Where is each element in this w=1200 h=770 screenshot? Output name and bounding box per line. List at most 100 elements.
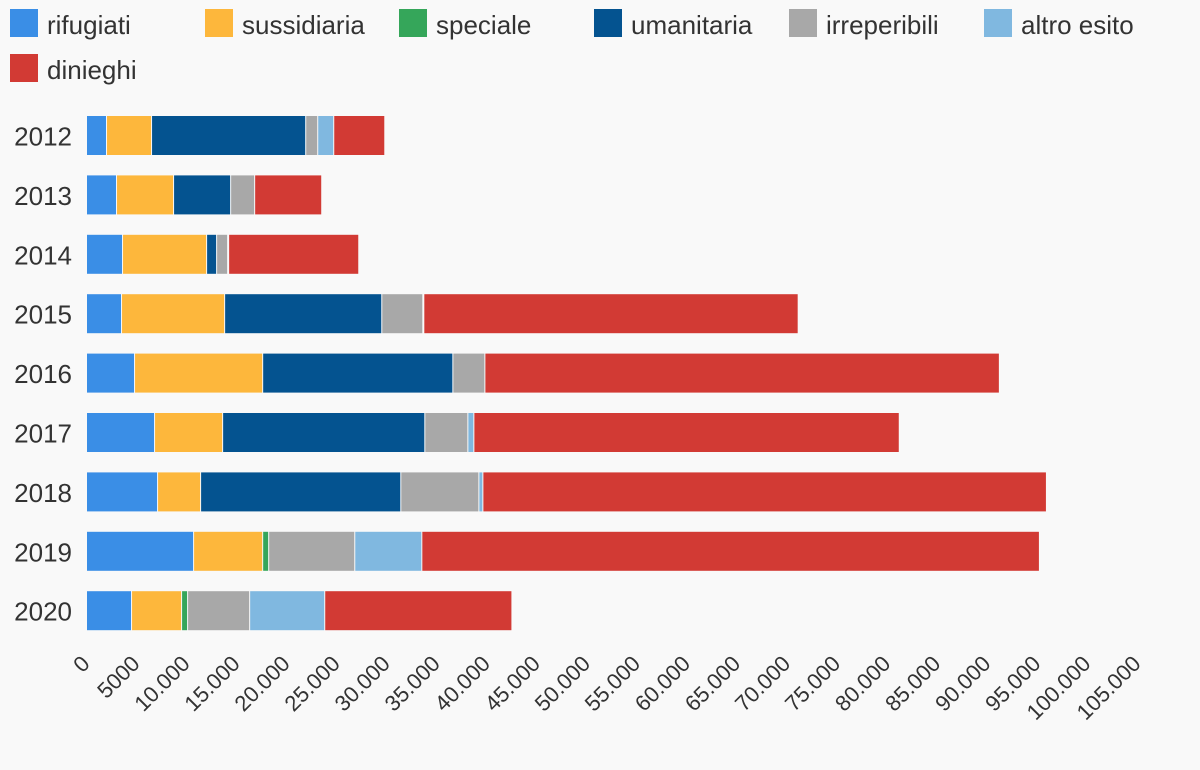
bar-segment-2017-altro-esito[interactable] (468, 413, 474, 452)
bar-row-2013 (87, 175, 322, 215)
legend-item-dinieghi[interactable]: dinieghi (10, 54, 137, 85)
bar-segment-2014-umanitaria[interactable] (207, 234, 217, 274)
bar-segment-2013-dinieghi[interactable] (255, 175, 322, 215)
x-tick-label: 50.000 (530, 651, 595, 716)
legend-label: umanitaria (631, 10, 753, 40)
bar-segment-2014-dinieghi[interactable] (229, 234, 359, 274)
bar-segment-2018-umanitaria[interactable] (201, 472, 401, 512)
bar-segment-2018-dinieghi[interactable] (483, 472, 1046, 512)
bar-segment-2012-rifugiati[interactable] (87, 116, 107, 155)
bar-segment-2013-sussidiaria[interactable] (117, 175, 174, 215)
x-tick-label: 10.000 (129, 651, 194, 716)
bar-segment-2018-rifugiati[interactable] (87, 472, 158, 512)
bar-row-2014 (87, 234, 359, 274)
bar-segment-2012-sussidiaria[interactable] (107, 116, 152, 155)
bar-segment-2014-sussidiaria[interactable] (123, 234, 207, 274)
bar-segment-2013-umanitaria[interactable] (174, 175, 231, 215)
bar-segment-2019-speciale[interactable] (263, 531, 269, 571)
x-tick-label: 70.000 (730, 651, 795, 716)
legend: rifugiati sussidiaria speciale umanitaria ir… (10, 9, 1134, 85)
bar-segment-2016-rifugiati[interactable] (87, 353, 135, 393)
bar-segment-2020-dinieghi[interactable] (325, 591, 512, 631)
bar-segment-2020-altro-esito[interactable] (250, 591, 325, 631)
x-tick-label: 30.000 (330, 651, 395, 716)
legend-label: irreperibili (826, 10, 939, 40)
bar-segment-2016-dinieghi[interactable] (485, 353, 999, 393)
y-tick-label: 2019 (14, 537, 72, 567)
x-tick-label: 45.000 (480, 651, 545, 716)
bar-segment-2016-sussidiaria[interactable] (135, 353, 263, 393)
x-tick-label: 20.000 (229, 651, 294, 716)
legend-item-sussidiaria[interactable]: sussidiaria (205, 9, 365, 40)
bar-segment-2017-umanitaria[interactable] (223, 413, 425, 452)
y-axis: 2012 2013 2014 2015 2016 2017 2018 2019 2020 (14, 122, 72, 627)
bar-segment-2017-sussidiaria[interactable] (155, 413, 223, 452)
bar-segment-2013-irreperibili[interactable] (231, 175, 255, 215)
bar-segment-2019-dinieghi[interactable] (422, 531, 1039, 571)
y-tick-label: 2018 (14, 478, 72, 508)
bar-segment-2012-dinieghi[interactable] (334, 116, 385, 155)
bar-row-2012 (87, 116, 385, 155)
bar-segment-2020-sussidiaria[interactable] (132, 591, 182, 631)
bar-segment-2016-irreperibili[interactable] (453, 353, 485, 393)
legend-item-irreperibili[interactable]: irreperibili (789, 9, 939, 40)
legend-swatch (594, 9, 622, 37)
bar-segment-2018-altro-esito[interactable] (479, 472, 483, 512)
y-tick-label: 2020 (14, 597, 72, 627)
bar-segment-2012-umanitaria[interactable] (152, 116, 306, 155)
bar-segment-2019-irreperibili[interactable] (269, 531, 355, 571)
legend-label: speciale (436, 10, 531, 40)
x-tick-label: 60.000 (630, 651, 695, 716)
legend-swatch (10, 54, 38, 82)
legend-swatch (399, 9, 427, 37)
legend-label: dinieghi (47, 55, 137, 85)
bar-segment-2020-rifugiati[interactable] (87, 591, 132, 631)
bar-row-2019 (87, 531, 1039, 571)
x-tick-label: 90.000 (930, 651, 995, 716)
bar-segment-2016-umanitaria[interactable] (263, 353, 453, 393)
bar-segment-2018-sussidiaria[interactable] (158, 472, 201, 512)
legend-swatch (205, 9, 233, 37)
bar-segment-2012-irreperibili[interactable] (306, 116, 318, 155)
legend-label: sussidiaria (242, 10, 365, 40)
legend-swatch (789, 9, 817, 37)
legend-label: rifugiati (47, 10, 131, 40)
bar-segment-2015-rifugiati[interactable] (87, 294, 122, 334)
legend-item-altro-esito[interactable]: altro esito (984, 9, 1134, 40)
x-tick-label: 35.000 (380, 651, 445, 716)
y-tick-label: 2015 (14, 300, 72, 330)
legend-item-speciale[interactable]: speciale (399, 9, 531, 40)
legend-label: altro esito (1021, 10, 1134, 40)
legend-item-rifugiati[interactable]: rifugiati (10, 9, 131, 40)
bar-segment-2019-rifugiati[interactable] (87, 531, 194, 571)
bar-segment-2019-sussidiaria[interactable] (194, 531, 263, 571)
bar-segment-2015-sussidiaria[interactable] (122, 294, 225, 334)
y-tick-label: 2017 (14, 419, 72, 449)
bar-segment-2014-irreperibili[interactable] (217, 234, 228, 274)
x-tick-label: 75.000 (780, 651, 845, 716)
bar-segment-2015-umanitaria[interactable] (225, 294, 382, 334)
bar-row-2016 (87, 353, 999, 393)
bar-segment-2013-rifugiati[interactable] (87, 175, 117, 215)
bar-row-2017 (87, 413, 899, 452)
bar-segment-2012-altro-esito[interactable] (318, 116, 334, 155)
bar-segment-2017-rifugiati[interactable] (87, 413, 155, 452)
bar-segment-2017-irreperibili[interactable] (425, 413, 468, 452)
y-tick-label: 2012 (14, 122, 72, 152)
bar-segment-2018-irreperibili[interactable] (401, 472, 479, 512)
bar-segment-2015-dinieghi[interactable] (424, 294, 798, 334)
bar-segment-2020-irreperibili[interactable] (188, 591, 250, 631)
bar-row-2018 (87, 472, 1046, 512)
bar-segment-2015-irreperibili[interactable] (382, 294, 423, 334)
bar-segment-2019-altro-esito[interactable] (355, 531, 422, 571)
x-tick-label: 55.000 (580, 651, 645, 716)
legend-swatch (984, 9, 1012, 37)
bar-segment-2014-rifugiati[interactable] (87, 234, 123, 274)
bar-segment-2017-dinieghi[interactable] (474, 413, 899, 452)
legend-item-umanitaria[interactable]: umanitaria (594, 9, 753, 40)
y-tick-label: 2016 (14, 359, 72, 389)
x-tick-label: 40.000 (430, 651, 495, 716)
bar-segment-2020-speciale[interactable] (182, 591, 188, 631)
bar-row-2020 (87, 591, 512, 631)
